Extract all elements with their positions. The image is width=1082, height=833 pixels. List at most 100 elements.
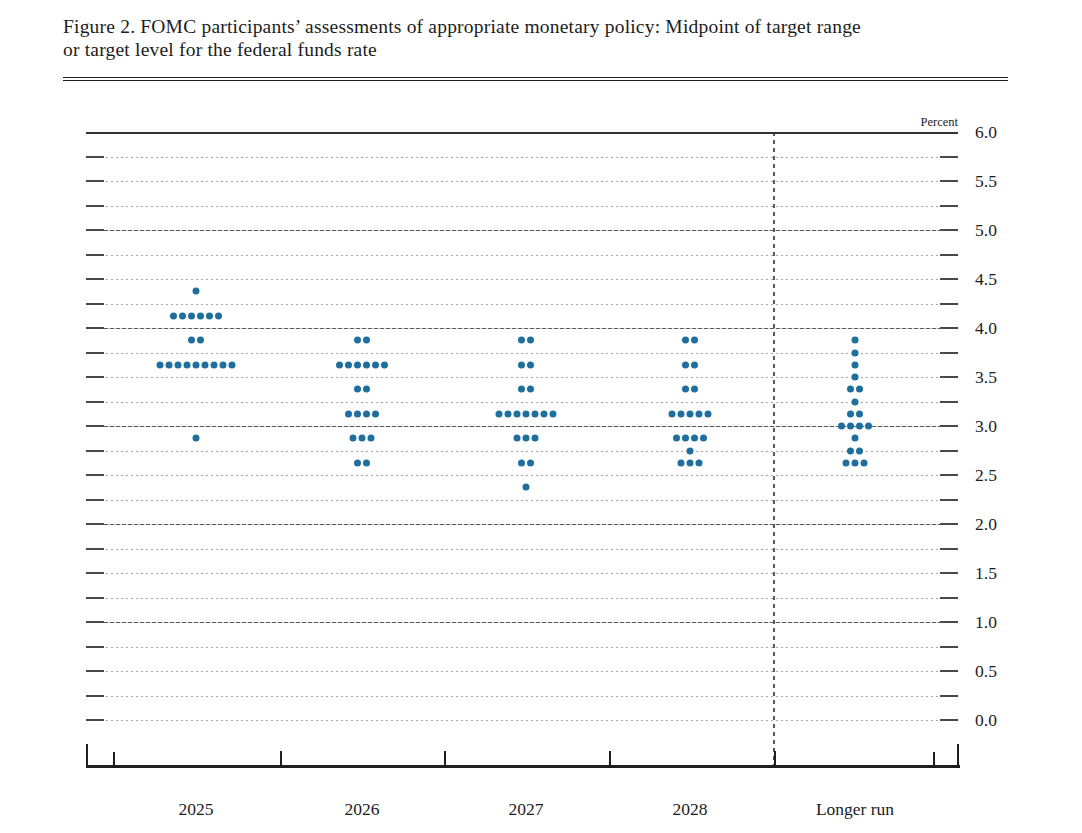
y-axis-left-tick — [86, 425, 104, 427]
fomc-participant-dot — [215, 312, 222, 319]
x-axis-end-cap — [957, 744, 959, 765]
x-category-label-longer-run: Longer run — [816, 799, 894, 821]
y-axis-right-tick — [940, 205, 958, 207]
dot-row-longer-run-3.25 — [852, 398, 859, 405]
fomc-participant-dot — [861, 459, 868, 466]
fomc-participant-dot — [363, 337, 370, 344]
fomc-participant-dot — [527, 361, 534, 368]
fomc-participant-dot — [550, 410, 557, 417]
y-axis-left-tick — [86, 499, 104, 501]
gridline-dotted-4.25 — [86, 304, 958, 305]
y-axis-right-tick — [940, 523, 958, 525]
fomc-participant-dot — [523, 435, 530, 442]
fomc-participant-dot — [354, 361, 361, 368]
x-axis-end-cap — [86, 744, 88, 765]
x-axis-tick — [444, 751, 446, 765]
y-axis-left-tick — [86, 572, 104, 574]
y-axis-right-tick — [940, 229, 958, 231]
fomc-participant-dot — [354, 410, 361, 417]
dot-row-2026-2.625 — [354, 459, 370, 466]
fomc-participant-dot — [184, 361, 191, 368]
fomc-participant-dot — [682, 435, 689, 442]
y-axis-left-tick — [86, 670, 104, 672]
y-axis-left-tick — [86, 597, 104, 599]
fomc-participant-dot — [354, 337, 361, 344]
fomc-participant-dot — [518, 459, 525, 466]
fomc-participant-dot — [363, 386, 370, 393]
y-axis-right-tick — [940, 278, 958, 280]
gridline-dotted-0 — [86, 720, 958, 721]
gridline-dotted-3.25 — [86, 402, 958, 403]
fomc-participant-dot — [206, 312, 213, 319]
fomc-participant-dot — [372, 361, 379, 368]
y-axis-right-tick — [940, 401, 958, 403]
fomc-participant-dot — [856, 447, 863, 454]
fomc-participant-dot — [527, 337, 534, 344]
fomc-participant-dot — [505, 410, 512, 417]
fomc-participant-dot — [197, 312, 204, 319]
gridline-dotted-5.75 — [86, 157, 958, 158]
dot-row-longer-run-3.75 — [852, 349, 859, 356]
y-axis-right-tick — [940, 474, 958, 476]
gridline-dotted-4.5 — [86, 279, 958, 280]
fomc-participant-dot — [523, 484, 530, 491]
fomc-participant-dot — [336, 361, 343, 368]
fomc-participant-dot — [372, 410, 379, 417]
fomc-participant-dot — [350, 435, 357, 442]
y-axis-left-tick — [86, 695, 104, 697]
gridline-dotted-3.5 — [86, 377, 958, 378]
y-axis-left-tick — [86, 303, 104, 305]
x-category-label-2028: 2028 — [673, 799, 708, 821]
fomc-participant-dot — [193, 435, 200, 442]
y-tick-label: 2.5 — [975, 465, 1019, 486]
fomc-participant-dot — [687, 447, 694, 454]
fomc-participant-dot — [220, 361, 227, 368]
fomc-participant-dot — [211, 361, 218, 368]
fomc-participant-dot — [682, 337, 689, 344]
y-axis-right-tick — [940, 719, 958, 721]
dot-row-2028-3.875 — [682, 337, 698, 344]
y-tick-label: 5.0 — [975, 220, 1019, 241]
fomc-participant-dot — [354, 386, 361, 393]
fomc-participant-dot — [691, 337, 698, 344]
y-tick-label: 2.0 — [975, 514, 1019, 535]
y-axis-left-tick — [86, 205, 104, 207]
fomc-participant-dot — [188, 337, 195, 344]
fomc-participant-dot — [229, 361, 236, 368]
fomc-participant-dot — [523, 410, 530, 417]
fomc-participant-dot — [166, 361, 173, 368]
fomc-participant-dot — [175, 361, 182, 368]
fomc-participant-dot — [847, 447, 854, 454]
fomc-participant-dot — [847, 423, 854, 430]
dot-row-2026-3.625 — [336, 361, 388, 368]
y-tick-label: 1.5 — [975, 563, 1019, 584]
dot-row-2028-2.625 — [678, 459, 703, 466]
dot-row-2027-2.375 — [523, 484, 530, 491]
dot-row-longer-run-3.125 — [847, 410, 863, 417]
dot-row-2025-4.125 — [170, 312, 222, 319]
gridline-solid-2 — [86, 524, 958, 525]
y-axis-right-tick — [940, 352, 958, 354]
y-axis-left-tick — [86, 229, 104, 231]
dot-row-longer-run-3.875 — [852, 337, 859, 344]
y-axis-left-tick — [86, 180, 104, 182]
dot-row-2028-2.875 — [673, 435, 707, 442]
fomc-participant-dot — [696, 459, 703, 466]
dot-row-longer-run-3.625 — [852, 361, 859, 368]
dot-row-2026-3.375 — [354, 386, 370, 393]
y-axis-left-tick — [86, 352, 104, 354]
dot-row-2025-4.375 — [193, 288, 200, 295]
fomc-participant-dot — [696, 410, 703, 417]
x-axis-line — [86, 765, 960, 768]
y-axis-left-tick — [86, 278, 104, 280]
fomc-participant-dot — [673, 435, 680, 442]
fomc-participant-dot — [345, 361, 352, 368]
fomc-participant-dot — [852, 349, 859, 356]
x-axis-tick — [113, 752, 115, 765]
y-axis-left-tick — [86, 156, 104, 158]
y-axis-right-tick — [940, 597, 958, 599]
y-axis-right-tick — [940, 499, 958, 501]
fomc-participant-dot — [170, 312, 177, 319]
fomc-participant-dot — [852, 459, 859, 466]
fomc-participant-dot — [518, 386, 525, 393]
